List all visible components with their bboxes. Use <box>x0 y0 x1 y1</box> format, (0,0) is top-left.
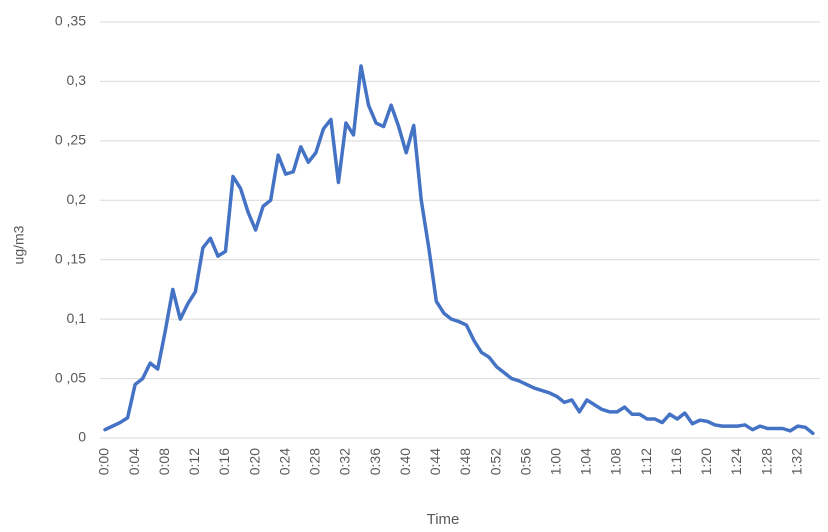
data-line <box>103 64 815 435</box>
x-tick-label: 0:44 <box>427 448 443 475</box>
x-tick-label: 1:16 <box>668 448 684 475</box>
x-tick-label: 1:04 <box>578 448 594 475</box>
x-tick-label: 0:12 <box>186 448 202 475</box>
y-axis-title: ug/m3 <box>11 225 27 264</box>
y-tick-label: 0 ,25 <box>55 132 86 148</box>
x-axis-title: Time <box>427 511 460 528</box>
x-tick-label: 0:32 <box>337 448 353 475</box>
x-tick-label: 0:20 <box>246 448 262 475</box>
x-tick-label: 1:12 <box>638 448 654 475</box>
x-tick-label: 1:08 <box>608 448 624 475</box>
y-tick-label: 0,2 <box>67 191 87 207</box>
x-tick-label: 1:32 <box>788 448 804 475</box>
y-tick-label: 0,3 <box>67 72 87 88</box>
y-tick-label: 0,1 <box>67 310 87 326</box>
x-tick-label: 0:00 <box>96 448 112 475</box>
x-tick-label: 0:24 <box>276 448 292 475</box>
x-tick-label: 0:28 <box>307 448 323 475</box>
x-tick-label: 0:56 <box>517 448 533 475</box>
y-tick-label: 0 ,15 <box>55 250 86 266</box>
x-tick-label: 1:24 <box>728 448 744 475</box>
x-tick-label: 1:28 <box>758 448 774 475</box>
x-tick-label: 0:48 <box>457 448 473 475</box>
y-tick-label: 0 ,35 <box>55 13 86 29</box>
x-tick-label: 0:04 <box>126 448 142 475</box>
y-tick-label: 0 ,05 <box>55 369 86 385</box>
x-tick-label: 0:16 <box>216 448 232 475</box>
x-tick-label: 0:40 <box>397 448 413 475</box>
x-tick-label: 0:36 <box>367 448 383 475</box>
x-tick-label: 1:20 <box>698 448 714 475</box>
x-tick-label: 0:52 <box>487 448 503 475</box>
x-tick-label: 1:00 <box>548 448 564 475</box>
y-tick-label: 0 <box>78 429 86 445</box>
x-tick-label: 0:08 <box>156 448 172 475</box>
